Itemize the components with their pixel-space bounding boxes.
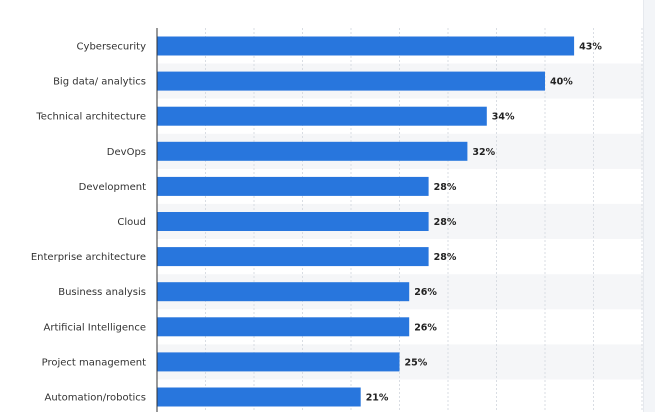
category-label: DevOps (107, 147, 146, 158)
bar (157, 282, 410, 302)
category-label: Project management (42, 357, 146, 368)
bar (157, 317, 410, 337)
value-label: 28% (434, 217, 457, 228)
bar (157, 106, 487, 126)
category-label: Artificial Intelligence (44, 322, 147, 333)
value-labels: 43% 40% 34% 32% 28% 28% 28% 26% 26% 25% 21% (366, 42, 603, 404)
bars (157, 36, 575, 407)
value-label: 26% (414, 322, 437, 333)
bar (157, 176, 429, 196)
value-label: 26% (414, 287, 437, 298)
bar (157, 387, 361, 407)
category-label: Cloud (117, 217, 146, 228)
value-label: 28% (434, 252, 457, 263)
value-label: 28% (434, 182, 457, 193)
value-label: 32% (472, 147, 495, 158)
category-label: Enterprise architecture (31, 252, 146, 263)
category-label: Big data/ analytics (53, 77, 146, 88)
value-label: 25% (405, 357, 428, 368)
category-label: Cybersecurity (77, 42, 147, 53)
bar (157, 212, 429, 231)
bar (157, 36, 575, 56)
category-label: Development (79, 182, 146, 193)
category-labels: Cybersecurity Big data/ analytics Technica… (31, 42, 146, 404)
value-label: 40% (550, 77, 573, 88)
bar (157, 141, 468, 161)
value-label: 21% (366, 393, 389, 404)
bar (157, 71, 545, 91)
category-label: Technical architecture (35, 112, 146, 123)
value-label: 34% (492, 112, 515, 123)
value-label: 43% (579, 42, 602, 53)
category-label: Automation/robotics (45, 393, 147, 404)
bar (157, 247, 429, 267)
category-label: Business analysis (58, 287, 146, 298)
bar (157, 352, 400, 372)
